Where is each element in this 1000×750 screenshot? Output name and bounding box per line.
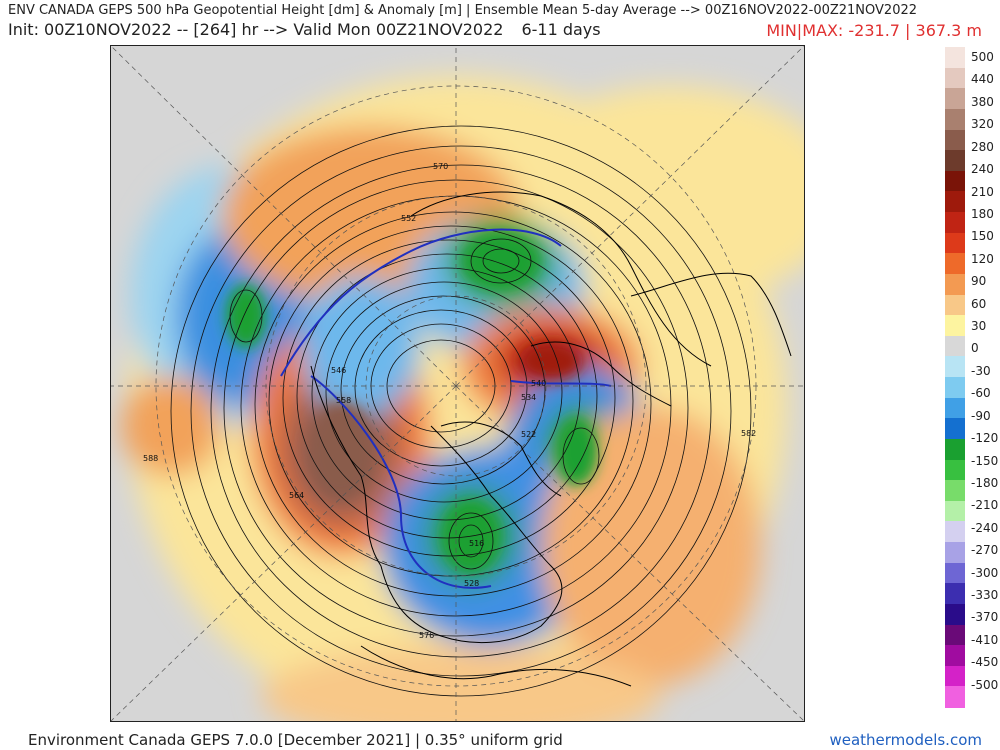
colorbar-swatch [945,480,965,502]
colorbar-swatch [945,273,965,295]
contour-label-534: 534 [521,393,536,402]
map-title: ENV CANADA GEPS 500 hPa Geopotential Hei… [8,3,918,18]
colorbar-label: -330 [971,588,999,602]
colorbar-label: 320 [971,117,994,132]
colorbar-label: 440 [971,72,994,87]
contour-label-582: 582 [741,429,756,438]
anomaly-shading [121,76,804,721]
colorbar-swatch [945,665,965,687]
contour-labels: 516 522 528 534 540 546 552 558 564 570 … [143,162,756,640]
colorbar-label: 150 [971,229,994,244]
colorbar-swatch [945,170,965,192]
colorbar-swatch [945,67,965,89]
colorbar-swatch [945,645,965,667]
colorbar-label: 380 [971,94,994,109]
colorbar-swatch [945,356,965,378]
colorbar-swatch [945,397,965,419]
colorbar-swatch [945,500,965,522]
colorbar-swatch [945,562,965,584]
colorbar-swatch [945,335,965,357]
coastlines [310,191,792,687]
colorbar-swatch [945,583,965,605]
colorbar-label: -410 [971,632,999,647]
map-canvas: 516 522 528 534 540 546 552 558 564 570 … [111,46,804,721]
contour-label-570: 570 [433,162,448,171]
lat-lon-grid [111,46,804,721]
colorbar-label: 0 [971,341,979,356]
colorbar-label: -90 [971,408,991,423]
contour-label-588: 588 [143,454,158,463]
colorbar-label: -300 [971,565,999,580]
polar-stereographic-map[interactable]: 516 522 528 534 540 546 552 558 564 570 … [110,45,805,722]
colorbar-label: -150 [971,453,999,468]
highlight-contour [280,228,612,589]
init-valid-text: Init: 00Z10NOV2022 -- [264] hr --> Valid… [8,20,504,39]
colorbar-swatch [945,542,965,564]
colorbar-label: -120 [971,431,999,446]
contour-label-576: 576 [419,631,434,640]
colorbar-swatch [945,232,965,254]
min-max-readout: MIN|MAX: -231.7 | 367.3 m [766,21,982,40]
colorbar-swatch [945,129,965,151]
colorbar-swatch [945,108,965,130]
forecast-range: 6-11 days [521,20,601,39]
contour-label-522: 522 [521,430,536,439]
contour-label-558: 558 [336,396,351,405]
colorbar-label: -240 [971,520,999,535]
contour-label-528: 528 [464,579,479,588]
colorbar-label: 30 [971,319,987,333]
colorbar-swatch [945,624,965,646]
model-info: Environment Canada GEPS 7.0.0 [December … [28,731,563,749]
colorbar-label: -500 [971,677,999,692]
colorbar-swatch [945,438,965,460]
colorbar-swatch [945,88,965,110]
colorbar-label: 240 [971,162,994,177]
colorbar-swatch [945,521,965,543]
site-link[interactable]: weathermodels.com [829,731,982,749]
colorbar-label: -180 [971,475,999,490]
colorbar-label: -370 [971,610,999,625]
colorbar-label: -210 [971,498,999,513]
colorbar-swatch [945,191,965,213]
contour-label-540: 540 [531,379,546,388]
colorbar-label: -270 [971,543,999,558]
contour-label-516: 516 [469,539,484,548]
colorbar-label: 210 [971,184,994,199]
colorbar-swatch [945,686,965,708]
colorbar-label: 60 [971,296,987,311]
colorbar-label: -60 [971,386,991,401]
colorbar-swatch [945,212,965,234]
colorbar-swatch [945,294,965,316]
colorbar-label: 90 [971,274,987,289]
colorbar-label: 120 [971,251,994,266]
colorbar-swatch [945,603,965,625]
colorbar-label: 500 [971,50,994,64]
colorbar-swatch [945,253,965,275]
colorbar-label: 180 [971,206,994,221]
colorbar-swatch [945,150,965,172]
contour-label-552: 552 [401,214,416,223]
colorbar-swatch [945,315,965,337]
colorbar-swatch [945,459,965,481]
colorbar-label: -450 [971,655,999,670]
colorbar-label: -30 [971,363,991,378]
colorbar-label: 280 [971,139,994,154]
colorbar-swatch [945,418,965,440]
colorbar-swatch [945,47,965,69]
colorbar-swatch [945,377,965,399]
contour-label-564: 564 [289,491,304,500]
init-line: Init: 00Z10NOV2022 -- [264] hr --> Valid… [8,20,619,39]
contour-label-546: 546 [331,366,346,375]
